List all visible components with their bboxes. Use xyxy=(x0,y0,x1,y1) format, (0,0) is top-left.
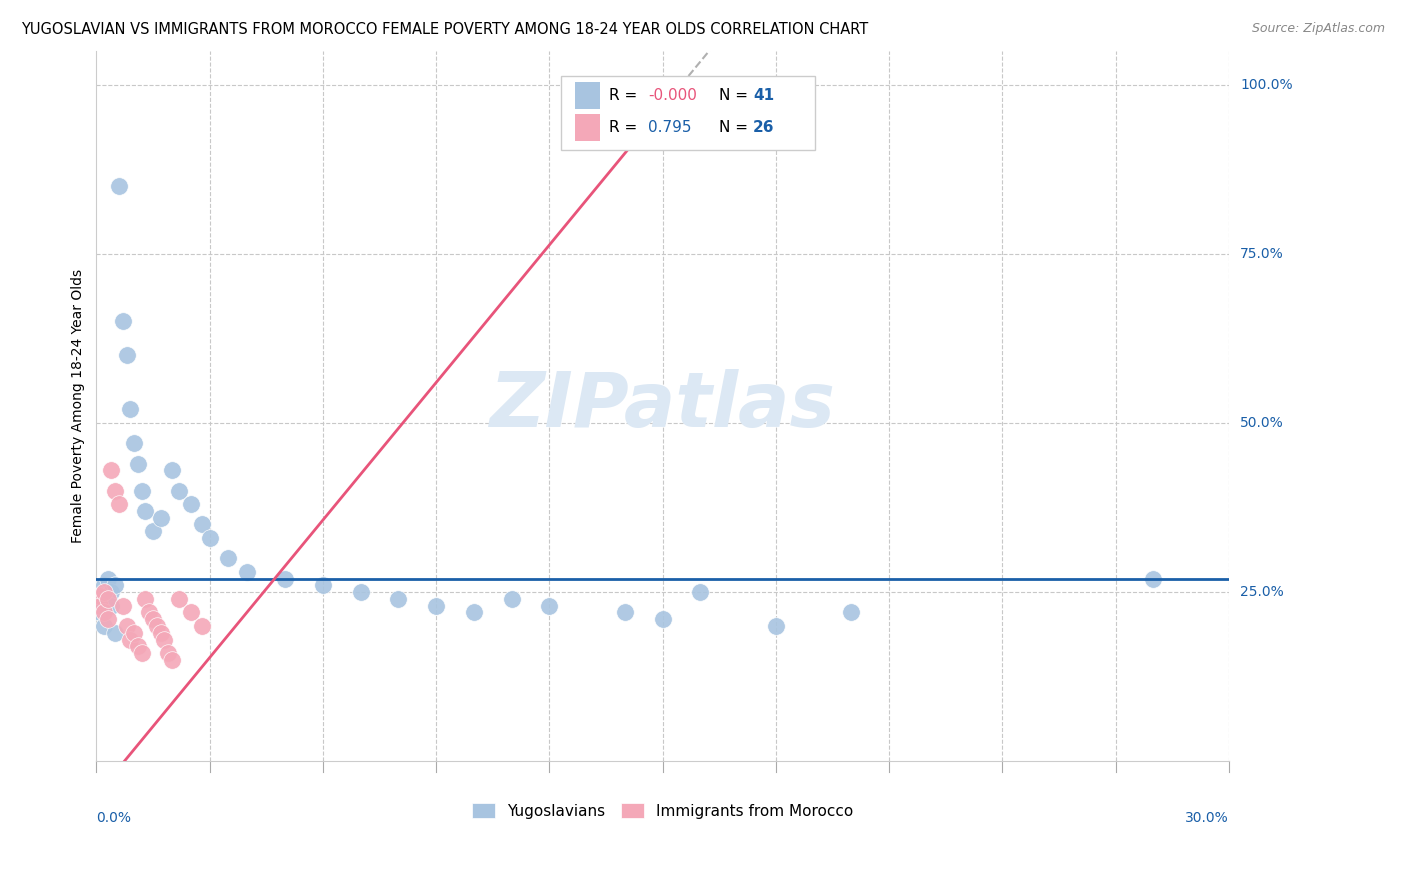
Text: 50.0%: 50.0% xyxy=(1240,416,1284,430)
FancyBboxPatch shape xyxy=(561,76,815,150)
Point xyxy=(160,653,183,667)
Point xyxy=(145,619,167,633)
Point xyxy=(149,625,172,640)
Point xyxy=(97,591,120,606)
Point xyxy=(127,640,149,654)
Point xyxy=(501,591,523,606)
Point xyxy=(274,572,297,586)
Point xyxy=(104,578,127,592)
Point xyxy=(122,436,145,450)
Point xyxy=(93,619,115,633)
Text: 26: 26 xyxy=(754,120,775,135)
Point xyxy=(89,589,111,603)
Point xyxy=(425,599,447,613)
Point xyxy=(765,619,787,633)
Point xyxy=(198,531,221,545)
Point xyxy=(180,497,202,511)
Point xyxy=(651,612,673,626)
Point xyxy=(120,632,142,647)
Text: YUGOSLAVIAN VS IMMIGRANTS FROM MOROCCO FEMALE POVERTY AMONG 18-24 YEAR OLDS CORR: YUGOSLAVIAN VS IMMIGRANTS FROM MOROCCO F… xyxy=(21,22,869,37)
Legend: Yugoslavians, Immigrants from Morocco: Yugoslavians, Immigrants from Morocco xyxy=(465,797,859,825)
Point xyxy=(538,599,561,613)
Point xyxy=(115,348,138,362)
Point xyxy=(89,589,111,603)
Text: 0.0%: 0.0% xyxy=(97,811,131,825)
Text: ZIPatlas: ZIPatlas xyxy=(489,369,835,443)
Point xyxy=(104,483,127,498)
Text: 41: 41 xyxy=(754,88,775,103)
FancyBboxPatch shape xyxy=(575,114,600,141)
Point xyxy=(191,619,214,633)
Text: 0.795: 0.795 xyxy=(648,120,692,135)
Point xyxy=(138,606,160,620)
Text: 75.0%: 75.0% xyxy=(1240,247,1284,260)
Point xyxy=(100,463,122,477)
Point xyxy=(104,625,127,640)
Point xyxy=(120,402,142,417)
Point xyxy=(97,612,120,626)
Point xyxy=(1142,572,1164,586)
Text: -0.000: -0.000 xyxy=(648,88,697,103)
Point xyxy=(131,646,153,660)
Y-axis label: Female Poverty Among 18-24 Year Olds: Female Poverty Among 18-24 Year Olds xyxy=(72,269,86,543)
Point xyxy=(169,483,191,498)
Point xyxy=(93,578,115,592)
Point xyxy=(97,572,120,586)
Text: R =: R = xyxy=(609,120,643,135)
Point xyxy=(134,591,156,606)
Point xyxy=(169,591,191,606)
Text: R =: R = xyxy=(609,88,643,103)
Text: N =: N = xyxy=(720,120,754,135)
Point xyxy=(841,606,863,620)
Point xyxy=(160,463,183,477)
Point xyxy=(131,483,153,498)
Point xyxy=(93,606,115,620)
Point xyxy=(689,585,711,599)
Point xyxy=(115,619,138,633)
Point xyxy=(349,585,371,599)
Point xyxy=(97,591,120,606)
Point xyxy=(180,606,202,620)
Text: 30.0%: 30.0% xyxy=(1185,811,1229,825)
Point xyxy=(463,606,485,620)
Point xyxy=(218,551,240,566)
Point xyxy=(93,585,115,599)
Point xyxy=(157,646,180,660)
Text: 25.0%: 25.0% xyxy=(1240,585,1284,599)
Point xyxy=(387,591,409,606)
Text: Source: ZipAtlas.com: Source: ZipAtlas.com xyxy=(1251,22,1385,36)
Point xyxy=(613,606,636,620)
Point xyxy=(108,497,131,511)
Point xyxy=(89,599,111,613)
Point xyxy=(111,314,134,328)
Text: 100.0%: 100.0% xyxy=(1240,78,1292,92)
Point xyxy=(122,625,145,640)
Text: N =: N = xyxy=(720,88,754,103)
Point xyxy=(111,599,134,613)
Point xyxy=(100,599,122,613)
Point xyxy=(134,504,156,518)
Point xyxy=(191,517,214,532)
Point xyxy=(149,510,172,524)
Point xyxy=(236,565,259,579)
Point xyxy=(153,632,176,647)
Point xyxy=(312,578,335,592)
Point xyxy=(142,612,165,626)
Point xyxy=(100,585,122,599)
Point xyxy=(127,457,149,471)
Point xyxy=(142,524,165,539)
Point xyxy=(89,606,111,620)
FancyBboxPatch shape xyxy=(575,82,600,109)
Point xyxy=(108,179,131,194)
